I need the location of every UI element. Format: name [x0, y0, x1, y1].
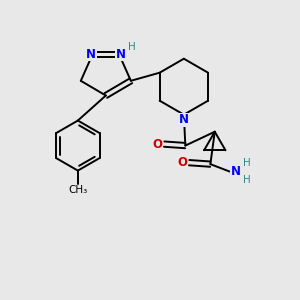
Text: O: O	[178, 156, 188, 169]
Text: H: H	[243, 158, 251, 168]
Text: CH₃: CH₃	[68, 185, 88, 195]
Text: N: N	[179, 113, 189, 127]
Text: N: N	[231, 165, 241, 178]
Text: N: N	[86, 48, 96, 61]
Text: N: N	[116, 48, 126, 61]
Text: O: O	[153, 138, 163, 151]
Text: H: H	[128, 42, 136, 52]
Text: H: H	[243, 175, 251, 185]
